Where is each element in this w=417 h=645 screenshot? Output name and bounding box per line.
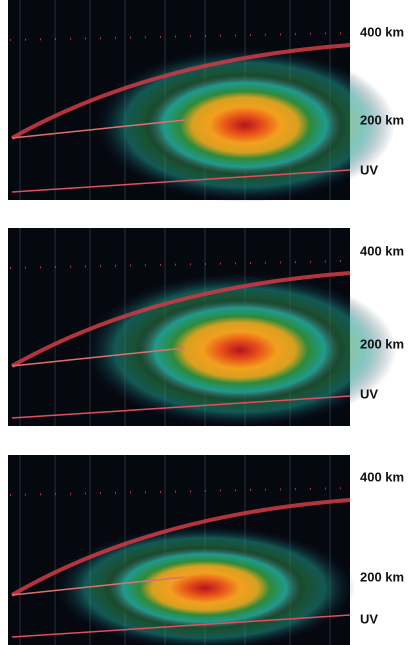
altitude-200-line: [11, 119, 186, 139]
altitude-label: 200 km: [360, 112, 404, 127]
altitude-label: UV: [360, 162, 378, 177]
altitude-200-line: [11, 576, 186, 596]
altitude-label: UV: [360, 611, 378, 626]
altitude-200-line: [11, 347, 186, 367]
panel: 400 km 200 km UV: [8, 228, 404, 428]
panel: 400 km 200 km UV: [8, 0, 404, 203]
limb-arc: [11, 43, 351, 140]
altitude-label: 400 km: [360, 24, 404, 39]
altitude-label: 200 km: [360, 336, 404, 351]
uv-line: [11, 395, 351, 419]
emission-core: [103, 545, 307, 631]
altitude-label: 400 km: [360, 469, 404, 484]
emission-core: [143, 72, 347, 178]
limb-arc: [10, 498, 351, 597]
altitude-label: UV: [360, 386, 378, 401]
uv-line: [11, 614, 351, 638]
uv-line: [11, 169, 351, 193]
altitude-label: 400 km: [360, 243, 404, 258]
limb-arc: [11, 271, 351, 368]
emission-core: [133, 297, 347, 403]
altitude-label: 200 km: [360, 569, 404, 584]
panel: 400 km 200 km UV: [8, 455, 404, 645]
